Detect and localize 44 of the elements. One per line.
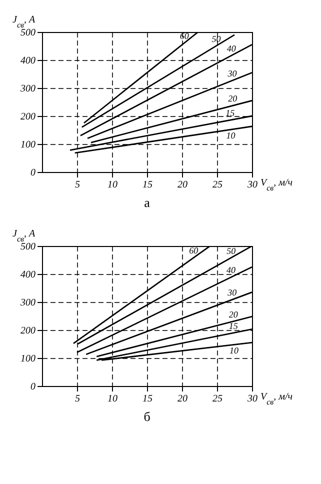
x-tick-label: 25 [212,180,222,190]
y-axis-title: J$_{св}$, A [12,228,36,243]
series-label: 10 [229,346,239,356]
text: а [144,195,150,210]
x-tick-label: 20 [178,180,188,190]
x-tick-label: 25 [212,394,222,404]
x-tick-label: 30 [246,394,258,404]
series-label: 20 [228,94,238,104]
series-label: 60 [189,246,199,256]
y-tick-label: 100 [20,354,36,364]
series-label: 15 [228,320,238,331]
y-tick-label: 100 [20,140,36,150]
y-tick-label: 200 [20,326,36,336]
y-tick-label: 500 [20,242,36,252]
y-tick-label: 0 [30,168,36,178]
series-label: 20 [228,309,238,320]
y-tick-label: 400 [20,56,36,66]
x-tick-label: 15 [142,180,152,190]
series-label: 50 [212,34,222,44]
y-axis-title: J$_{св}$, A [12,14,36,29]
x-tick-label: 30 [246,180,258,190]
x-tick-label: 5 [75,394,80,404]
x-tick-label: 5 [75,180,80,190]
series-label: 30 [226,288,238,298]
y-tick-label: 200 [20,112,36,122]
series-label: 40 [226,265,236,276]
x-tick-label: 10 [108,180,118,190]
y-tick-label: 300 [20,298,36,308]
series-label: 50 [226,246,236,256]
y-tick-label: 500 [20,28,36,38]
series-label: 10 [226,130,236,141]
x-axis-title: V$_{св}$, м/ч [260,392,293,406]
y-tick-label: 400 [20,270,36,280]
series-label: 30 [226,68,238,78]
series-label: 60 [180,30,190,41]
x-tick-label: 10 [108,394,118,404]
series-label: 15 [226,108,236,118]
y-tick-label: 0 [30,382,36,392]
text: б [144,409,151,424]
x-tick-label: 15 [142,394,152,404]
series-label: 40 [226,44,236,54]
y-tick-label: 300 [20,84,36,94]
x-axis-title: V$_{св}$, м/ч [260,178,293,192]
x-tick-label: 20 [178,394,188,404]
